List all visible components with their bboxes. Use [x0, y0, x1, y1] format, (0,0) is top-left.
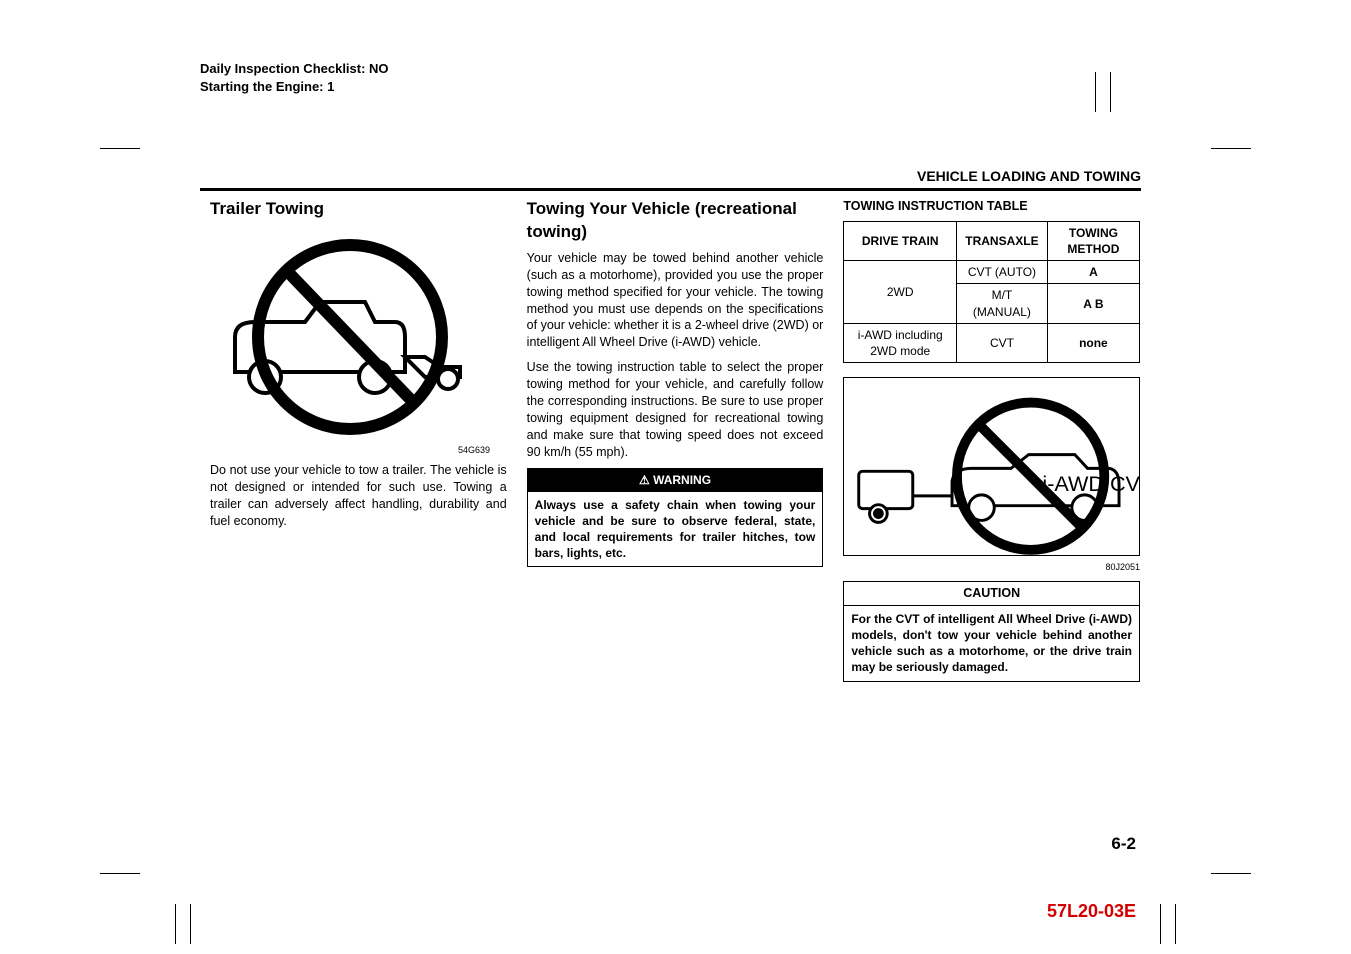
header-line2: Starting the Engine: 1 — [200, 78, 389, 96]
cell-method-ab: A B — [1047, 284, 1139, 323]
column-recreational-towing: Towing Your Vehicle (recreational towing… — [527, 198, 824, 682]
crop-mark — [1175, 904, 1176, 944]
svg-label: i-AWD CVT — [1043, 471, 1140, 496]
col3-caption: 80J2051 — [843, 561, 1140, 573]
th-drive-train: DRIVE TRAIN — [844, 221, 957, 260]
col1-title: Trailer Towing — [210, 198, 507, 221]
warning-icon: ⚠ — [639, 473, 650, 487]
th-transaxle: TRANSAXLE — [957, 221, 1048, 260]
document-code: 57L20-03E — [1047, 901, 1136, 922]
crop-mark — [1160, 904, 1161, 944]
page-number: 6-2 — [1111, 834, 1136, 854]
towing-table: DRIVE TRAIN TRANSAXLE TOWING METHOD 2WD … — [843, 221, 1140, 363]
cell-method-none: none — [1047, 323, 1139, 362]
crop-mark — [100, 148, 140, 149]
col2-p1: Your vehicle may be towed behind another… — [527, 250, 824, 351]
header-line1: Daily Inspection Checklist: NO — [200, 60, 389, 78]
caution-box: CAUTION For the CVT of intelligent All W… — [843, 581, 1140, 682]
trailer-prohibited-icon — [210, 227, 490, 437]
th-method: TOWING METHOD — [1047, 221, 1139, 260]
cell-mt-manual: M/T (MANUAL) — [957, 284, 1048, 323]
crop-mark — [100, 873, 140, 874]
crop-mark — [190, 904, 191, 944]
cell-method-a: A — [1047, 261, 1139, 284]
cell-iawd: i-AWD including 2WD mode — [844, 323, 957, 362]
section-header: VEHICLE LOADING AND TOWING — [200, 168, 1141, 191]
cell-2wd: 2WD — [844, 261, 957, 324]
iawd-prohibited-icon: i-AWD CVT — [843, 377, 1140, 556]
warning-box: ⚠ WARNING Always use a safety chain when… — [527, 468, 824, 567]
table-title: TOWING INSTRUCTION TABLE — [843, 198, 1140, 215]
col1-caption: 54G639 — [210, 444, 490, 456]
crop-mark — [1211, 873, 1251, 874]
header-meta: Daily Inspection Checklist: NO Starting … — [200, 60, 389, 96]
caution-body: For the CVT of intelligent All Wheel Dri… — [844, 606, 1139, 681]
warning-body: Always use a safety chain when towing yo… — [528, 492, 823, 567]
caution-title: CAUTION — [844, 582, 1139, 606]
crop-mark — [1095, 72, 1096, 112]
content-columns: Trailer Towing 54G639 Do not use your ve… — [210, 198, 1140, 682]
cell-cvt: CVT — [957, 323, 1048, 362]
warning-title: ⚠ WARNING — [528, 469, 823, 491]
col2-title: Towing Your Vehicle (recreational towing… — [527, 198, 824, 244]
crop-mark — [175, 904, 176, 944]
crop-mark — [1110, 72, 1111, 112]
column-trailer-towing: Trailer Towing 54G639 Do not use your ve… — [210, 198, 507, 682]
warning-label: WARNING — [653, 473, 711, 487]
col1-body: Do not use your vehicle to tow a trailer… — [210, 462, 507, 530]
column-instruction-table: TOWING INSTRUCTION TABLE DRIVE TRAIN TRA… — [843, 198, 1140, 682]
crop-mark — [1211, 148, 1251, 149]
cell-cvt-auto: CVT (AUTO) — [957, 261, 1048, 284]
col2-p2: Use the towing instruction table to sele… — [527, 359, 824, 460]
